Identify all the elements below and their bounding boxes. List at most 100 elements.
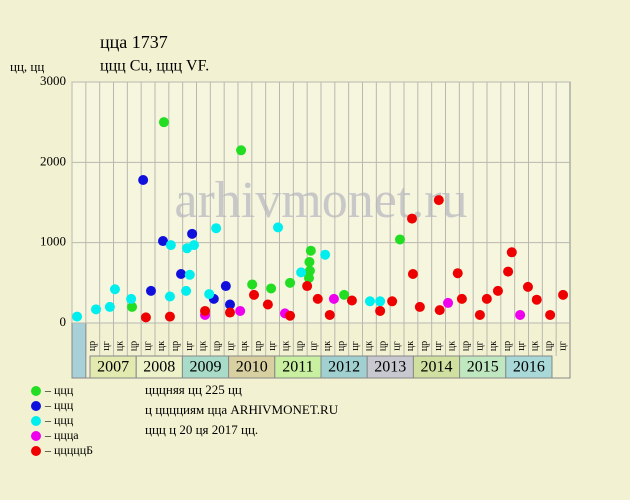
data-point [305,245,316,256]
data-point [375,296,386,307]
legend-marker [31,386,41,396]
data-point [127,301,138,312]
year-label: 2016 [513,359,545,376]
data-point [452,268,463,279]
data-point [407,213,418,224]
period-label: цр [544,341,555,351]
legend-label: – цццa [44,428,79,442]
data-point [247,279,258,290]
period-label: цк [530,341,541,351]
data-point [262,299,273,310]
data-point [236,145,247,156]
y-tick-label: 1000 [40,234,66,249]
y-tick-label: 0 [60,314,67,329]
data-point [187,228,198,239]
chart-title: ццa 1737 [100,32,168,52]
period-label: цр [253,341,264,351]
data-point [328,293,339,304]
year-label: 2007 [97,359,129,376]
period-label: цр [502,341,513,351]
data-point [443,297,454,308]
data-point [302,281,313,292]
data-point [211,223,222,234]
data-point [235,305,246,316]
data-point [91,304,102,315]
data-point [558,289,569,300]
data-point [434,305,445,316]
data-point [387,296,398,307]
year-label: 2010 [236,359,268,376]
legend-label: – ццц [44,383,74,397]
data-point [506,247,517,258]
legend-marker [31,431,41,441]
period-label: цр [295,341,306,351]
year-label: 2012 [328,359,360,376]
data-point [266,283,277,294]
data-point [320,249,331,260]
period-label: цг [350,341,361,350]
data-point [296,267,307,278]
y-tick-label: 3000 [40,73,66,88]
data-point [273,222,284,233]
year-label: 2011 [282,359,313,376]
legend-label: – цццццБ [44,443,93,457]
period-label: цр [129,341,140,351]
period-label: цр [87,341,98,351]
data-point [188,240,199,251]
period-label: цр [336,341,347,351]
data-point [109,284,120,295]
period-label: цк [115,341,126,351]
data-point [145,285,156,296]
year-label: 2009 [190,359,222,376]
data-point [220,281,231,292]
period-label: цк [239,341,250,351]
period-label: цг [184,341,195,350]
period-label: цг [308,341,319,350]
legend-marker [31,401,41,411]
period-label: цг [474,341,485,350]
period-label: цк [405,341,416,351]
period-label: цг [101,341,112,350]
data-point [285,277,296,288]
data-point [138,175,149,186]
y-axis-label: цц, цц [10,59,44,74]
period-label: цг [142,341,153,350]
period-label: цр [461,341,472,351]
year-cell [505,355,553,379]
note: ц цццциям цца ARHIVMONET.RU [145,402,339,417]
data-point [126,293,137,304]
period-first-cell [71,322,87,379]
data-point [164,291,175,302]
data-point [522,281,533,292]
data-point [224,299,235,310]
period-label: цр [212,341,223,351]
data-point [181,285,192,296]
period-label: цк [364,341,375,351]
period-label: цр [170,341,181,351]
period-label: цк [447,341,458,351]
period-label: цр [378,341,389,351]
period-label: цр [419,341,430,351]
chart-subtitle: ццц Cu, ццц VF. [100,58,209,75]
year-label: 2008 [143,359,175,376]
legend-marker [31,446,41,456]
period-label: цг [267,341,278,350]
data-point [303,273,314,284]
year-label: 2014 [420,359,452,376]
data-point [414,301,425,312]
data-point [339,289,350,300]
data-point [304,256,315,267]
y-tick-label: 2000 [40,153,66,168]
data-point [394,234,405,245]
data-point [312,293,323,304]
data-point [140,312,151,323]
data-point [515,309,526,320]
data-point [481,293,492,304]
data-point [158,117,169,128]
data-point [407,268,418,279]
note: цццняя цц 225 цц [145,382,242,397]
legend-label: – ццц [44,413,74,427]
data-point [165,240,176,251]
legend-marker [31,416,41,426]
